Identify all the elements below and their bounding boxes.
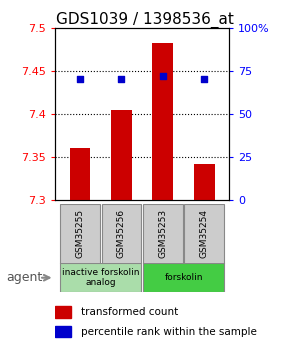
- Text: GSM35256: GSM35256: [117, 209, 126, 258]
- Text: transformed count: transformed count: [81, 307, 178, 317]
- Point: [202, 77, 206, 82]
- Bar: [60, 204, 100, 264]
- Bar: [194, 164, 215, 200]
- Bar: [55, 306, 71, 317]
- Text: GSM35254: GSM35254: [200, 209, 209, 258]
- Bar: [143, 263, 224, 292]
- Bar: [102, 204, 141, 264]
- Text: GDS1039 / 1398536_at: GDS1039 / 1398536_at: [56, 12, 234, 28]
- Text: GSM35253: GSM35253: [158, 209, 167, 258]
- Bar: [70, 148, 90, 200]
- Text: inactive forskolin
analog: inactive forskolin analog: [62, 268, 139, 287]
- Bar: [153, 43, 173, 200]
- Point: [78, 77, 82, 82]
- Bar: [184, 204, 224, 264]
- Text: forskolin: forskolin: [164, 273, 203, 282]
- Bar: [60, 263, 141, 292]
- Bar: [111, 109, 132, 200]
- Text: percentile rank within the sample: percentile rank within the sample: [81, 327, 256, 337]
- Bar: [55, 326, 71, 337]
- Point: [119, 77, 124, 82]
- Text: GSM35255: GSM35255: [75, 209, 84, 258]
- Bar: [143, 204, 183, 264]
- Point: [160, 73, 165, 79]
- Text: agent: agent: [6, 271, 42, 284]
